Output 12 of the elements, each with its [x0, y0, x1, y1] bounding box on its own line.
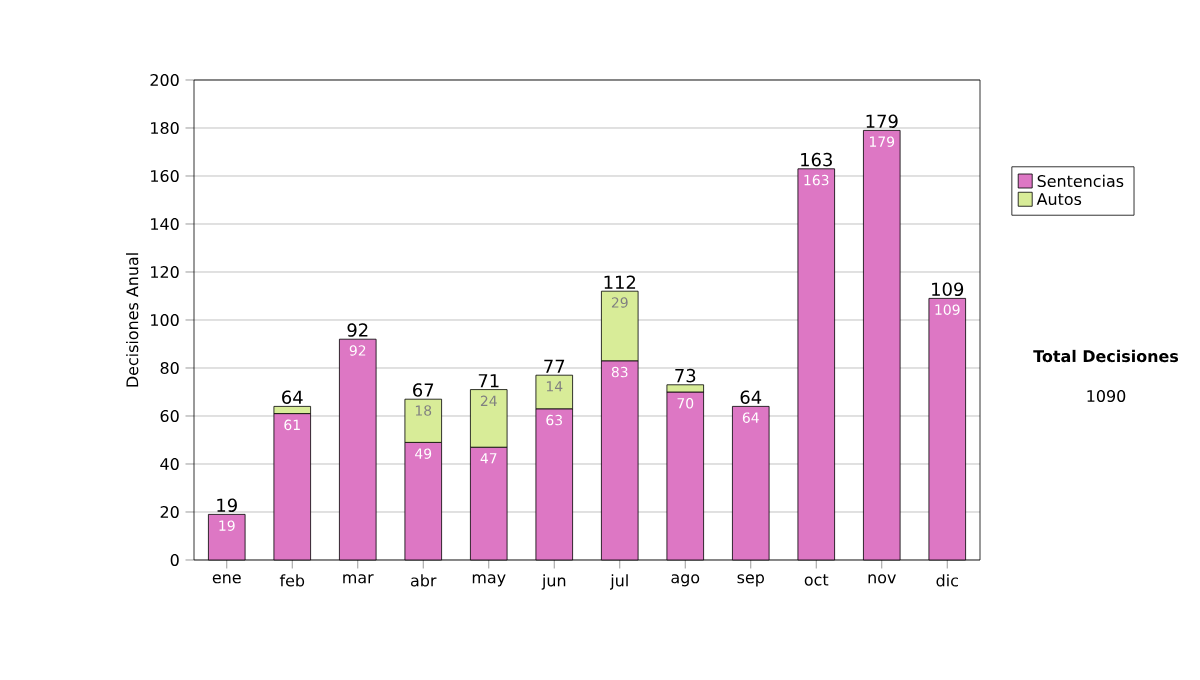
total-label: 109: [932, 282, 964, 296]
total-label: 67: [413, 383, 434, 397]
total-label: 77: [544, 359, 565, 373]
total-label: 64: [740, 390, 762, 404]
total-label: 179: [866, 114, 898, 128]
total-label: 71: [478, 374, 499, 388]
total-label: 112: [604, 275, 636, 289]
total-label: 19: [217, 498, 237, 512]
total-label: 92: [347, 323, 368, 337]
total-label: 64: [282, 390, 303, 404]
total-label: 163: [801, 152, 832, 167]
total-label: 73: [675, 368, 696, 383]
